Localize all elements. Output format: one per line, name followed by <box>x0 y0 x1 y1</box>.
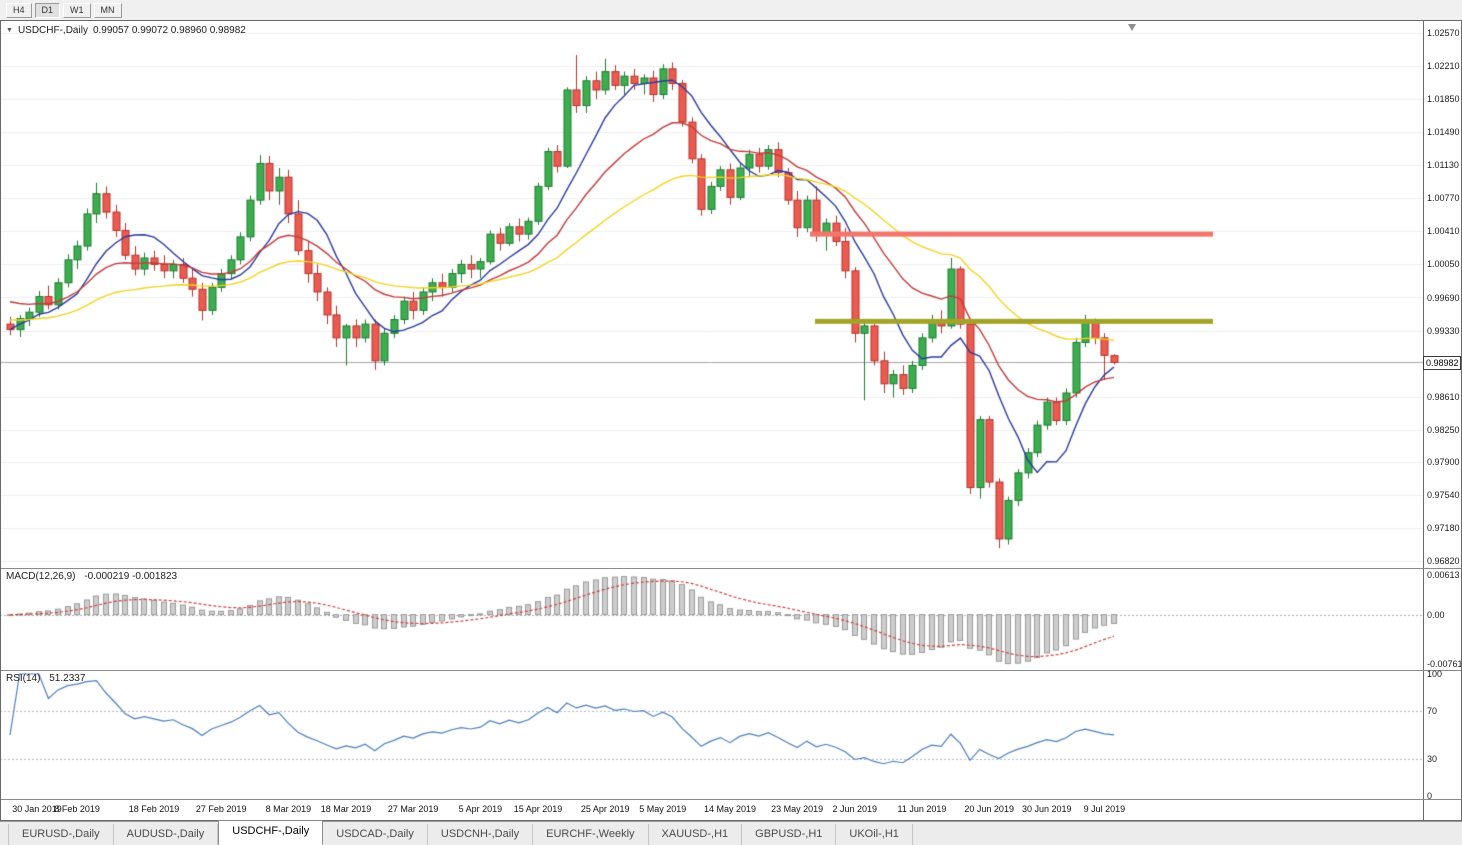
rsi-value: 51.2337 <box>49 673 86 684</box>
macd-axis-label: -0.00761 <box>1427 659 1462 670</box>
symbol-tab-eurchf-weekly[interactable]: EURCHF-,Weekly <box>533 824 649 845</box>
symbol-tab-usdchf-daily[interactable]: USDCHF-,Daily <box>218 820 324 845</box>
date-axis-label: 8 Feb 2019 <box>54 804 100 814</box>
date-axis-label: 2 Jun 2019 <box>832 804 878 814</box>
date-axis-label: 5 May 2019 <box>639 804 687 814</box>
date-axis-label: 8 Mar 2019 <box>265 804 312 814</box>
date-axis-label: 14 May 2019 <box>703 804 757 814</box>
date-axis-label: 27 Mar 2019 <box>387 804 439 814</box>
date-axis-label: 5 Apr 2019 <box>458 804 503 814</box>
current-price-tag: 0.98982 <box>1423 355 1461 370</box>
timeframe-toolbar: H4 D1 W1 MN <box>0 0 1462 20</box>
date-axis-label: 9 Jul 2019 <box>1083 804 1126 814</box>
macd-label: MACD(12,26,9) -0.000219 -0.001823 <box>6 571 177 582</box>
price-axis[interactable] <box>1423 20 1461 820</box>
date-axis-label: 25 Apr 2019 <box>580 804 630 814</box>
price-chart-canvas[interactable] <box>0 21 1423 568</box>
price-axis-label: 0.97540 <box>1427 489 1460 500</box>
chart-shift-marker-icon[interactable] <box>1128 24 1136 31</box>
price-axis-label: 0.98250 <box>1427 424 1460 435</box>
symbol-tab-usdcnh-daily[interactable]: USDCNH-,Daily <box>428 824 534 845</box>
symbol-dropdown-icon[interactable]: ▼ <box>6 27 13 34</box>
rsi-axis-label: 70 <box>1427 705 1438 716</box>
panel-separator[interactable] <box>0 799 1461 800</box>
price-axis-label: 1.01850 <box>1427 94 1460 105</box>
price-axis-label: 1.02210 <box>1427 61 1460 72</box>
date-axis-label: 20 Jun 2019 <box>964 804 1014 814</box>
chart-title: ▼ USDCHF-,Daily 0.99057 0.99072 0.98960 … <box>6 25 246 36</box>
panel-separator[interactable] <box>0 670 1461 671</box>
timeframe-button-mn[interactable]: MN <box>93 2 122 18</box>
panel-separator[interactable] <box>0 568 1461 569</box>
price-axis-label: 0.99690 <box>1427 292 1460 303</box>
rsi-axis-label: 30 <box>1427 754 1438 765</box>
rsi-indicator-canvas[interactable] <box>0 671 1423 799</box>
rsi-name: RSI(14) <box>6 673 41 684</box>
price-axis-label: 1.01130 <box>1427 160 1459 171</box>
macd-axis-label: 0.00 <box>1427 609 1445 620</box>
price-axis-label: 1.01490 <box>1427 127 1460 138</box>
time-axis[interactable]: 30 Jan 2019 8 Feb 2019 18 Feb 2019 27 Feb 2… <box>0 800 1423 820</box>
macd-name: MACD(12,26,9) <box>6 571 76 582</box>
price-axis-label: 0.99330 <box>1427 325 1460 336</box>
date-axis-label: 18 Mar 2019 <box>320 804 372 814</box>
rsi-label: RSI(14) 51.2337 <box>6 673 85 684</box>
rsi-axis-label: 0 <box>1427 791 1433 801</box>
rsi-axis-label: 100 <box>1427 669 1443 679</box>
macd-indicator-canvas[interactable] <box>0 569 1423 670</box>
price-axis-label: 1.00410 <box>1427 226 1460 237</box>
price-axis-label: 1.02570 <box>1427 28 1460 38</box>
timeframe-button-w1[interactable]: W1 <box>63 2 91 18</box>
macd-values: -0.000219 -0.001823 <box>84 571 178 582</box>
price-axis-label: 1.00770 <box>1427 193 1460 204</box>
symbol-tab-audusd-daily[interactable]: AUDUSD-,Daily <box>114 824 219 845</box>
date-axis-label: 30 Jun 2019 <box>1022 804 1072 814</box>
symbol-tab-bar: EURUSD-,Daily AUDUSD-,Daily USDCHF-,Daily U… <box>0 820 1462 845</box>
date-axis-label: 15 Apr 2019 <box>513 804 563 814</box>
symbol-tab-ukoil-h1[interactable]: UKOil-,H1 <box>836 824 913 845</box>
chart-ohlc-readout: 0.99057 0.99072 0.98960 0.98982 <box>92 25 246 36</box>
date-axis-label: 30 Jan 2019 <box>12 804 62 814</box>
date-axis-label: 27 Feb 2019 <box>195 804 247 814</box>
timeframe-button-h4[interactable]: H4 <box>6 2 32 18</box>
chart-symbol-period: USDCHF-,Daily <box>17 25 88 36</box>
price-axis-label: 0.97180 <box>1427 523 1460 533</box>
symbol-tab-eurusd-daily[interactable]: EURUSD-,Daily <box>8 824 114 845</box>
price-axis-label: 0.98610 <box>1427 391 1460 402</box>
date-axis-label: 18 Feb 2019 <box>128 804 180 814</box>
macd-axis-label: 0.00613 <box>1427 569 1460 580</box>
symbol-tab-xauusd-h1[interactable]: XAUUSD-,H1 <box>649 824 743 845</box>
symbol-tab-usdcad-daily[interactable]: USDCAD-,Daily <box>323 824 428 845</box>
price-axis-label: 1.00050 <box>1427 259 1460 270</box>
price-axis-label: 0.96820 <box>1427 556 1460 566</box>
price-axis-label: 0.97900 <box>1427 456 1460 467</box>
date-axis-label: 23 May 2019 <box>771 804 824 814</box>
timeframe-button-d1[interactable]: D1 <box>34 2 61 18</box>
symbol-tab-gbpusd-h1[interactable]: GBPUSD-,H1 <box>742 824 837 845</box>
date-axis-label: 11 Jun 2019 <box>897 804 947 814</box>
